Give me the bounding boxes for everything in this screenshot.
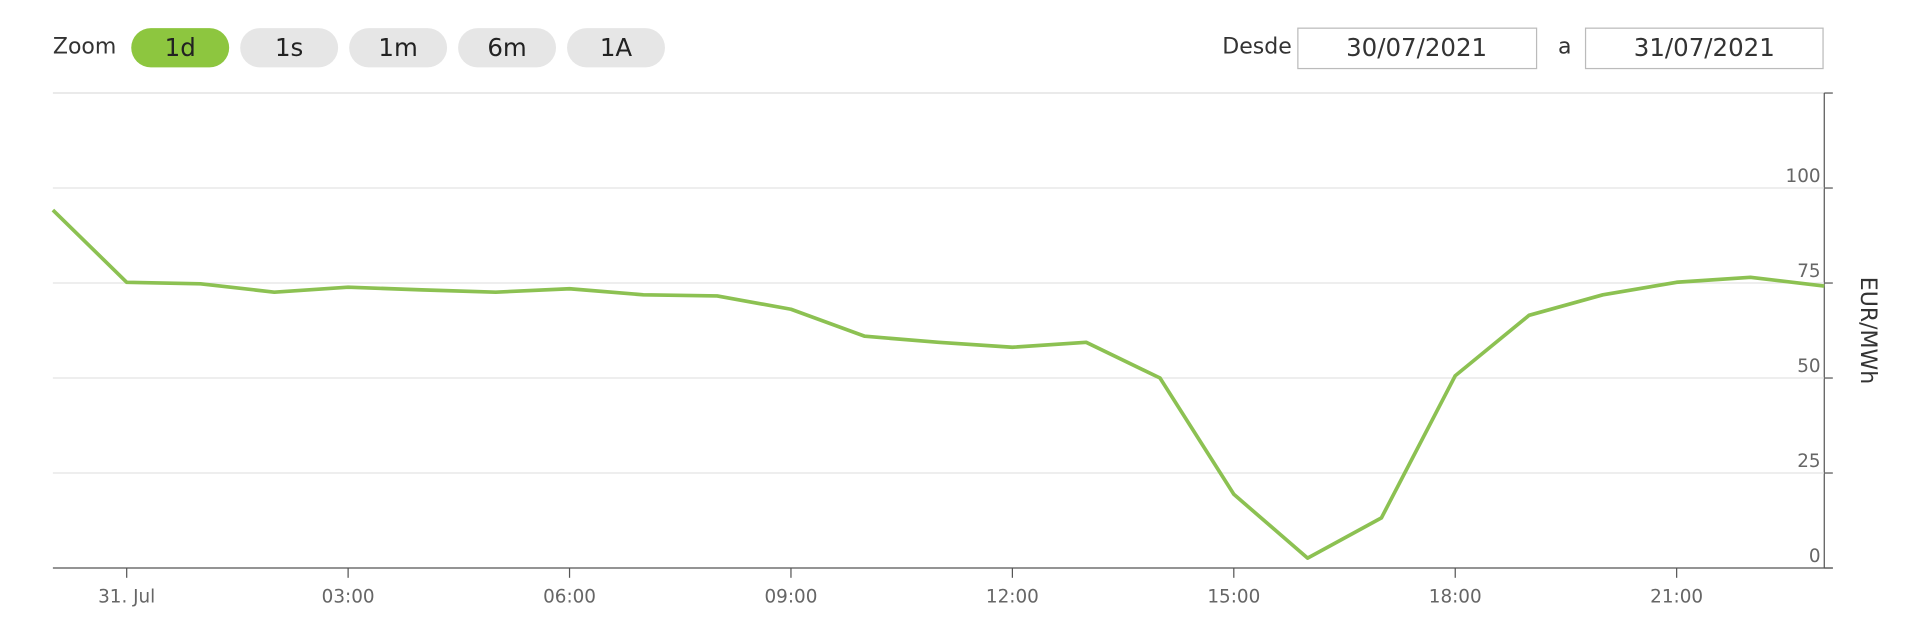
- x-tick-label: 18:00: [1429, 586, 1482, 607]
- x-tick-label: 09:00: [765, 586, 818, 607]
- zoom-button[interactable]: [458, 28, 557, 68]
- zoom-button-label: 1d: [165, 33, 196, 62]
- y-tick-label: 75: [1797, 261, 1820, 282]
- zoom-button[interactable]: [349, 28, 448, 68]
- from-input[interactable]: [1297, 27, 1538, 70]
- x-tick-label: 06:00: [543, 586, 596, 607]
- zoom-label: Zoom: [53, 35, 116, 60]
- zoom-button-label: 1m: [378, 33, 417, 62]
- zoom-button-label: 6m: [487, 33, 526, 62]
- y-tick-label: 50: [1797, 356, 1820, 377]
- x-tick-label: 12:00: [986, 586, 1039, 607]
- x-tick-label: 03:00: [322, 586, 375, 607]
- y-tick-label: 0: [1809, 546, 1821, 567]
- y-tick-label: 25: [1797, 451, 1820, 472]
- to-input[interactable]: [1584, 27, 1824, 70]
- zoom-button[interactable]: [567, 28, 665, 68]
- zoom-button-label: 1s: [275, 33, 303, 62]
- x-tick-label: 31. Jul: [98, 586, 155, 607]
- price-line: [51, 208, 1825, 560]
- zoom-button-label: 1A: [600, 33, 633, 62]
- to-date: 31/07/2021: [1634, 33, 1775, 62]
- x-tick-label: 21:00: [1650, 586, 1703, 607]
- x-tick-label: 15:00: [1207, 586, 1260, 607]
- zoom-button[interactable]: [240, 28, 339, 68]
- y-axis-title: EUR/MWh: [1855, 277, 1880, 384]
- y-tick-label: 100: [1786, 166, 1821, 187]
- from-label: Desde: [1222, 35, 1292, 60]
- zoom-button[interactable]: [131, 28, 230, 68]
- to-label: a: [1558, 35, 1572, 60]
- from-date: 30/07/2021: [1346, 33, 1487, 62]
